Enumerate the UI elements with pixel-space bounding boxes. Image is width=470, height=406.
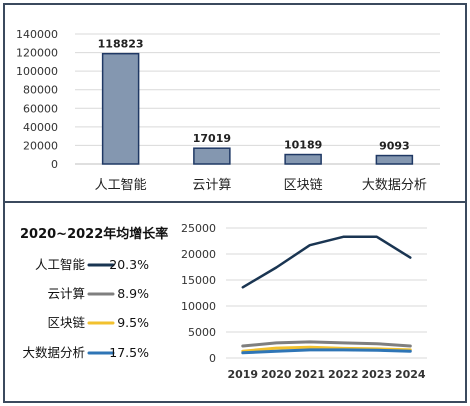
bar xyxy=(194,148,230,164)
line-x-tick-label: 2022 xyxy=(328,368,359,381)
growth-title: 2020~2022年均增长率 xyxy=(20,226,168,242)
bar-y-tick-label: 120000 xyxy=(16,47,58,60)
bar xyxy=(376,156,412,164)
line-y-tick-label: 5000 xyxy=(188,326,216,339)
bar-category-label: 人工智能 xyxy=(95,178,147,193)
legend-series-name: 区块链 xyxy=(47,315,85,330)
line-y-tick-label: 15000 xyxy=(181,274,216,287)
line-x-tick-label: 2019 xyxy=(227,368,258,381)
bar-data-label: 10189 xyxy=(284,139,322,152)
line-x-tick-label: 2023 xyxy=(361,368,392,381)
bar-y-tick-label: 0 xyxy=(51,158,58,171)
line-chart-panel: 2020~2022年均增长率 0 5000 10000 15000 20000 25000… xyxy=(20,222,427,381)
bar-y-tick-label: 40000 xyxy=(23,121,58,134)
series-line xyxy=(243,350,410,353)
line-y-tick-label: 20000 xyxy=(181,248,216,261)
legend-growth-rate: 20.3% xyxy=(109,257,149,272)
legend-growth-rate: 9.5% xyxy=(117,315,149,330)
bar-data-label: 118823 xyxy=(98,38,144,51)
bar-category-label: 区块链 xyxy=(284,178,323,193)
line-x-tick-label: 2020 xyxy=(261,368,292,381)
line-x-tick-label: 2021 xyxy=(294,368,325,381)
bar xyxy=(103,54,139,164)
bar-chart-panel: 0 20000 40000 60000 80000 100000 120000 140000 1… xyxy=(16,28,440,193)
bar-data-label: 9093 xyxy=(379,140,410,153)
legend-series-name: 云计算 xyxy=(47,286,85,301)
series-line xyxy=(243,342,410,346)
bar-y-tick-label: 80000 xyxy=(23,84,58,97)
legend-growth-rate: 8.9% xyxy=(117,286,149,301)
legend-growth-rate: 17.5% xyxy=(109,345,149,360)
bar-y-tick-label: 20000 xyxy=(23,139,58,152)
line-x-tick-label: 2024 xyxy=(395,368,426,381)
bar xyxy=(285,155,321,164)
bar-category-label: 大数据分析 xyxy=(362,178,427,193)
bar-y-tick-label: 140000 xyxy=(16,28,58,41)
line-y-tick-label: 10000 xyxy=(181,300,216,313)
line-y-tick-label: 0 xyxy=(209,352,216,365)
line-y-tick-label: 25000 xyxy=(181,222,216,235)
bar-data-label: 17019 xyxy=(193,132,231,145)
bar-y-tick-label: 60000 xyxy=(23,102,58,115)
legend-series-name: 大数据分析 xyxy=(22,345,85,360)
legend-series-name: 人工智能 xyxy=(35,257,86,272)
bar-category-label: 云计算 xyxy=(192,178,231,193)
bar-y-tick-label: 100000 xyxy=(16,65,58,78)
